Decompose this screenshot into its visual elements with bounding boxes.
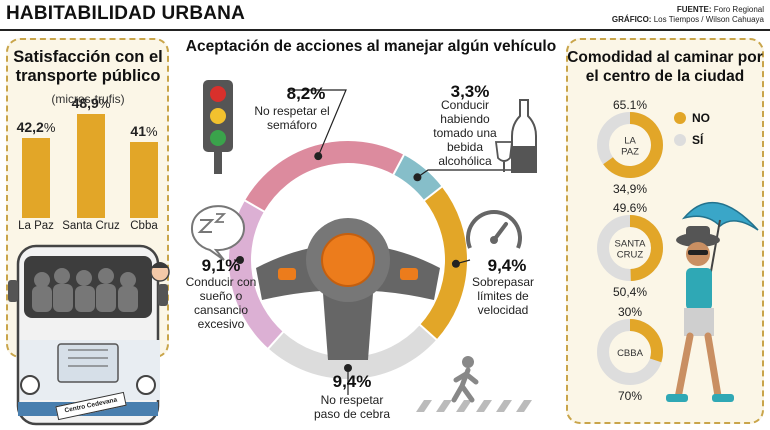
donut-city-label: CRUZ	[617, 250, 644, 261]
page-title: HABITABILIDAD URBANA	[6, 3, 246, 24]
donut-city-label: CBBA	[617, 348, 644, 359]
bar-santa-cruz	[77, 113, 105, 218]
wheel-segment-0	[244, 141, 404, 212]
source-label: FUENTE:	[676, 5, 712, 14]
segment-label-cebra: No respetar paso de cebra	[313, 393, 391, 421]
bar-chart-title: Satisfacción con el transporte público	[13, 48, 163, 85]
crosswalk-icon	[416, 356, 532, 412]
wheel-chart-title: Aceptación de acciones al manejar algún …	[185, 38, 557, 55]
wheel-segment-4	[229, 200, 284, 349]
sleep-icon	[190, 205, 245, 261]
wheel-spoke-vertical	[322, 280, 374, 360]
segment-label-alcohol: Conducir habiendo tomado una bebida alco…	[433, 98, 497, 168]
leader-dot	[314, 152, 323, 161]
donut-no-label: 30%	[618, 305, 642, 319]
donut-no-label: 49.6%	[613, 201, 647, 215]
header-rule	[0, 29, 770, 31]
segment-divider	[418, 323, 438, 342]
graphic-value: Los Tiempos / Wilson Cahuaya	[653, 15, 764, 24]
source-value: Foro Regional	[713, 5, 764, 14]
segment-label-semaforo: No respetar el semáforo	[254, 104, 330, 132]
segment-divider	[266, 330, 285, 350]
segment-divider	[243, 199, 266, 213]
donut-chart-title: Comodidad al caminar por el centro de la…	[567, 49, 763, 85]
donut-no-arc	[603, 112, 663, 178]
donut-si-label: 50,4%	[613, 285, 647, 299]
bar-category-label: La Paz	[18, 220, 54, 232]
segment-pct-sueno: 9,1%	[201, 256, 241, 275]
steering-wheel-chart	[190, 80, 537, 412]
bottle-icon	[494, 99, 537, 173]
segment-pct-velocidad: 9,4%	[487, 256, 527, 275]
wheel-horn	[321, 233, 375, 287]
donut-no-arc	[629, 319, 663, 363]
leader-dot	[236, 256, 244, 264]
segment-divider	[423, 185, 444, 202]
donut-no-label: 65.1%	[613, 98, 647, 112]
graphic-label: GRÁFICO:	[611, 15, 652, 24]
wheel-segment-2	[419, 186, 467, 340]
donut-city-label: PAZ	[621, 147, 639, 158]
traffic-light-icon	[203, 80, 233, 174]
bar-value-label: 48,9%	[71, 94, 111, 111]
wheel-segment-3	[268, 324, 437, 379]
legend-swatch-si	[674, 134, 686, 146]
bar-category-label: Santa Cruz	[62, 220, 120, 232]
pedestrian-illustration	[666, 201, 759, 402]
segment-divider	[392, 153, 406, 176]
segment-pct-semaforo: 8,2%	[286, 84, 326, 103]
bar-value-label: 42,2%	[16, 119, 56, 136]
legend-label-si: SÍ	[692, 133, 704, 147]
bus-illustration	[8, 244, 170, 426]
legend-label-no: NO	[692, 111, 710, 125]
donut-cbba: 30% 70% CBBA	[597, 305, 663, 403]
bar-la-paz	[22, 138, 50, 218]
leader-dot	[451, 259, 460, 268]
segment-label-velocidad: Sobrepasar límites de velocidad	[471, 275, 535, 317]
wheel-button-right	[400, 268, 418, 280]
donut-city-label: LA	[624, 136, 636, 147]
donut-city-label: SANTA	[615, 239, 647, 250]
speedometer-icon	[466, 210, 522, 249]
leader-dot	[344, 364, 352, 372]
bar-value-label: 41%	[130, 123, 158, 140]
bar-cbba	[130, 142, 158, 218]
bar-category-label: Cbba	[130, 220, 158, 232]
leader-line	[288, 89, 347, 157]
graphic-line: GRÁFICO: Los Tiempos / Wilson Cahuaya	[612, 15, 764, 24]
bar-chart-subtitle: (micros-trufis)	[51, 92, 125, 106]
leader-line	[417, 169, 530, 178]
source-line: FUENTE: Foro Regional	[677, 5, 764, 14]
segment-label-sueno: Conducir con sueño o cansancio excesivo	[185, 275, 257, 331]
wheel-button-left	[278, 268, 296, 280]
donut-si-label: 70%	[618, 389, 642, 403]
leader-dot	[413, 173, 422, 182]
legend-swatch-no	[674, 112, 686, 124]
segment-pct-alcohol: 3,3%	[450, 82, 490, 101]
segment-pct-cebra: 9,4%	[332, 372, 372, 391]
donut-no-arc	[629, 215, 663, 281]
donut-si-label: 34,9%	[613, 182, 647, 196]
